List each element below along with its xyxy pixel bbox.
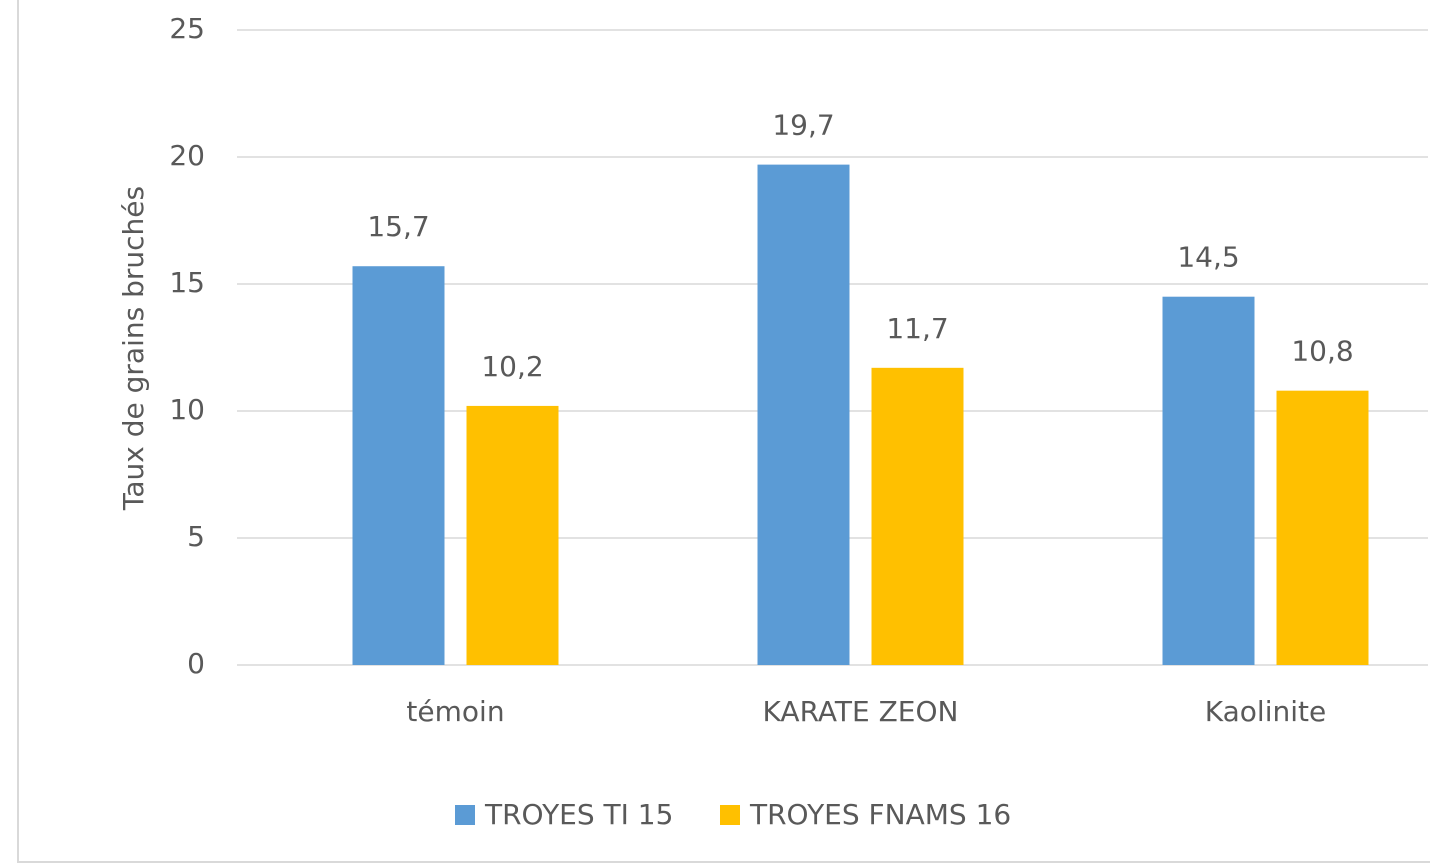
bar bbox=[871, 367, 964, 665]
legend-label: TROYES FNAMS 16 bbox=[749, 798, 1011, 831]
y-tick-label: 5 bbox=[187, 520, 205, 553]
bar bbox=[757, 164, 850, 665]
x-tick-label: KARATE ZEON bbox=[763, 695, 959, 728]
x-tick-label: Kaolinite bbox=[1205, 695, 1326, 728]
y-tick-label: 10 bbox=[169, 393, 205, 426]
chart-border bbox=[17, 0, 1430, 863]
x-tick-label: témoin bbox=[406, 695, 504, 728]
legend-swatch bbox=[455, 805, 475, 825]
bar bbox=[1162, 296, 1255, 665]
y-tick-label: 25 bbox=[169, 12, 205, 45]
bar bbox=[1276, 390, 1369, 665]
legend-swatch bbox=[720, 805, 740, 825]
y-tick-label: 0 bbox=[187, 647, 205, 680]
data-label: 14,5 bbox=[1177, 241, 1239, 274]
bar bbox=[352, 266, 445, 665]
y-tick-label: 20 bbox=[169, 139, 205, 172]
data-label: 10,2 bbox=[481, 350, 543, 383]
data-label: 11,7 bbox=[886, 312, 948, 345]
bar bbox=[466, 405, 559, 665]
data-label: 19,7 bbox=[772, 109, 834, 142]
data-label: 15,7 bbox=[367, 210, 429, 243]
y-tick-label: 15 bbox=[169, 266, 205, 299]
y-axis-label: Taux de grains bruchés bbox=[117, 186, 150, 511]
legend-label: TROYES TI 15 bbox=[484, 798, 673, 831]
data-label: 10,8 bbox=[1291, 335, 1353, 368]
